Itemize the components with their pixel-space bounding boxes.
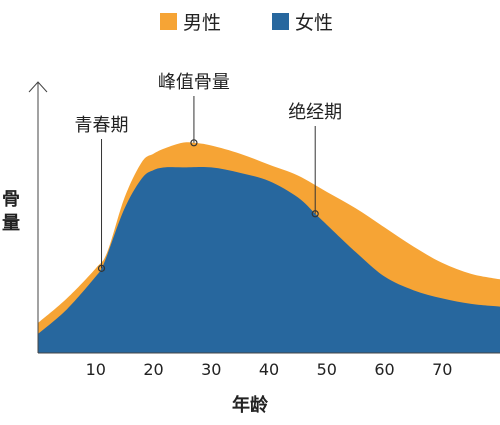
annotation-marker-2 (311, 210, 319, 218)
legend: 男性 女性 (0, 8, 500, 38)
annotation-label-0: 青春期 (75, 115, 129, 136)
annotation-label-1: 峰值骨量 (158, 72, 230, 93)
legend-swatch-female (272, 13, 289, 30)
x-tick-label-20: 20 (143, 360, 163, 379)
x-tick-label-30: 30 (201, 360, 221, 379)
legend-label-female: 女性 (295, 12, 334, 34)
legend-item-male: 男性 (160, 8, 221, 35)
annotation-marker-0 (97, 264, 106, 272)
x-tick-label-70: 70 (432, 360, 452, 379)
x-tick-label-10: 10 (86, 360, 106, 379)
x-axis-label: 年龄 (232, 395, 268, 416)
x-tick-label-50: 50 (317, 360, 337, 379)
y-axis-label-text: 骨量 (2, 189, 20, 234)
legend-label-male: 男性 (183, 12, 222, 34)
x-tick-label-40: 40 (259, 360, 279, 379)
female-area (38, 166, 500, 353)
x-tick-label-60: 60 (374, 360, 394, 379)
annotation-marker-1 (190, 139, 198, 147)
y-axis-label: 骨量 (0, 188, 22, 236)
legend-swatch-male (160, 13, 177, 30)
legend-item-female: 女性 (272, 8, 333, 35)
annotation-label-2: 绝经期 (288, 102, 342, 123)
y-axis-arrow (28, 81, 48, 353)
